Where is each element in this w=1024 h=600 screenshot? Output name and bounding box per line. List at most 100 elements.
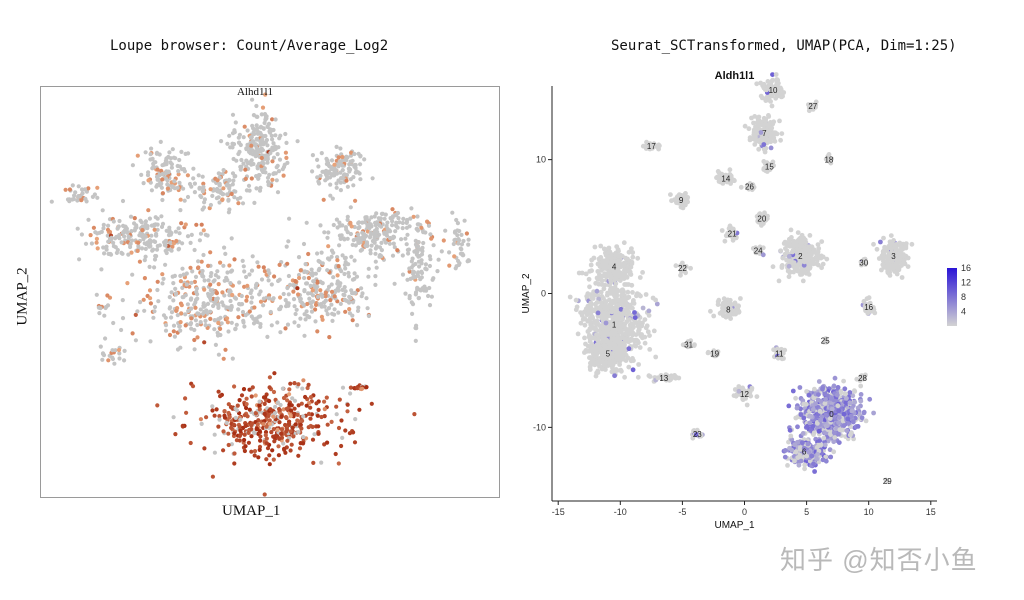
- left-cell-point: [110, 355, 115, 360]
- left-cell-point: [229, 191, 234, 197]
- left-cell-point: [225, 141, 230, 146]
- left-cell-point: [143, 219, 148, 224]
- left-cell-point: [225, 270, 230, 275]
- right-cell-point: [889, 250, 895, 256]
- left-cell-point: [177, 324, 182, 329]
- left-cell-point: [245, 414, 250, 419]
- left-cell-point: [249, 135, 254, 140]
- right-cell-point: [632, 315, 638, 320]
- right-cell-point: [785, 243, 790, 248]
- left-cell-point: [417, 264, 422, 269]
- x-tick-label: -10: [614, 507, 627, 517]
- left-cell-point: [105, 233, 110, 238]
- right-cell-point: [626, 294, 632, 300]
- left-cell-point: [163, 328, 169, 333]
- left-cell-point: [319, 314, 324, 319]
- left-cell-point: [269, 323, 274, 328]
- right-cell-point: [615, 269, 621, 275]
- right-cell-point: [605, 311, 611, 316]
- right-cell-point: [831, 439, 837, 445]
- left-cell-point: [237, 398, 242, 403]
- left-cell-point: [182, 198, 187, 203]
- left-cell-point: [293, 279, 298, 284]
- left-cell-point: [319, 250, 324, 255]
- left-cell-point: [358, 248, 363, 253]
- left-cell-point: [216, 320, 221, 326]
- left-cell-point: [452, 238, 457, 243]
- right-cell-point: [785, 463, 790, 468]
- left-cell-point: [97, 311, 102, 316]
- left-cell-point: [262, 492, 267, 497]
- left-cell-point: [214, 407, 219, 412]
- left-cell-point: [230, 182, 235, 187]
- right-cell-point: [827, 447, 833, 453]
- left-cell-point: [224, 183, 229, 188]
- right-cell-point: [812, 386, 817, 392]
- left-cell-point: [191, 176, 196, 181]
- right-cell-point: [586, 276, 592, 282]
- right-cell-point: [746, 126, 752, 132]
- left-cell-point: [167, 225, 172, 230]
- left-cell-point: [122, 358, 127, 363]
- left-cell-point: [295, 139, 300, 144]
- left-cell-point: [225, 316, 230, 321]
- left-cell-point: [98, 344, 103, 349]
- left-cell-point: [198, 231, 204, 236]
- right-cell-point: [642, 334, 648, 340]
- right-cell-point: [891, 238, 896, 243]
- left-cell-point: [105, 227, 111, 232]
- left-cell-point: [289, 442, 294, 447]
- left-cell-group-10: [49, 183, 105, 213]
- right-cell-point: [801, 401, 807, 407]
- right-cell-point: [587, 355, 592, 361]
- right-cell-point: [627, 271, 633, 277]
- left-cell-point: [105, 293, 110, 298]
- left-cell-point: [206, 278, 211, 283]
- left-cell-point: [178, 197, 183, 202]
- left-cell-point: [297, 446, 303, 451]
- left-cell-point: [323, 294, 328, 299]
- left-cell-point: [271, 427, 276, 432]
- left-cell-point: [356, 226, 361, 231]
- left-cell-point: [296, 429, 301, 435]
- right-cell-point: [591, 335, 596, 341]
- right-cell-point: [791, 239, 797, 244]
- right-cell-point: [609, 309, 615, 315]
- right-cell-point: [881, 235, 886, 241]
- left-cell-point: [352, 151, 357, 157]
- left-cell-point: [83, 196, 88, 201]
- left-cell-point: [373, 274, 378, 279]
- left-cell-point: [264, 114, 269, 119]
- x-tick-label: 5: [804, 507, 809, 517]
- left-cell-point: [380, 211, 385, 216]
- x-tick-label: 0: [742, 507, 747, 517]
- right-cell-point: [852, 399, 858, 405]
- left-cell-point: [321, 197, 326, 202]
- left-cell-point: [408, 216, 413, 221]
- right-cell-point: [594, 300, 600, 305]
- left-cell-point: [242, 284, 247, 289]
- left-cell-point: [310, 424, 315, 429]
- left-cell-point: [244, 188, 249, 193]
- left-cell-point: [325, 235, 330, 240]
- left-cell-group-7: [130, 139, 196, 203]
- left-cell-point: [147, 244, 152, 249]
- cluster-7-points: [742, 113, 785, 155]
- left-cell-point: [390, 207, 395, 212]
- left-cell-point: [263, 170, 268, 175]
- right-cell-point: [841, 411, 847, 417]
- left-cell-point: [336, 288, 341, 293]
- right-cell-point: [819, 239, 825, 245]
- left-cell-point: [413, 292, 418, 297]
- right-cell-point: [800, 440, 805, 446]
- right-cell-point: [595, 310, 601, 316]
- left-cell-point: [324, 395, 329, 400]
- left-cell-point: [226, 431, 231, 436]
- left-cell-point: [343, 266, 348, 271]
- left-cell-point: [334, 185, 339, 190]
- left-cell-point: [224, 420, 229, 425]
- left-cell-point: [94, 292, 99, 297]
- left-cell-point: [426, 223, 432, 228]
- left-cell-point: [215, 333, 221, 338]
- left-cell-point: [178, 328, 183, 333]
